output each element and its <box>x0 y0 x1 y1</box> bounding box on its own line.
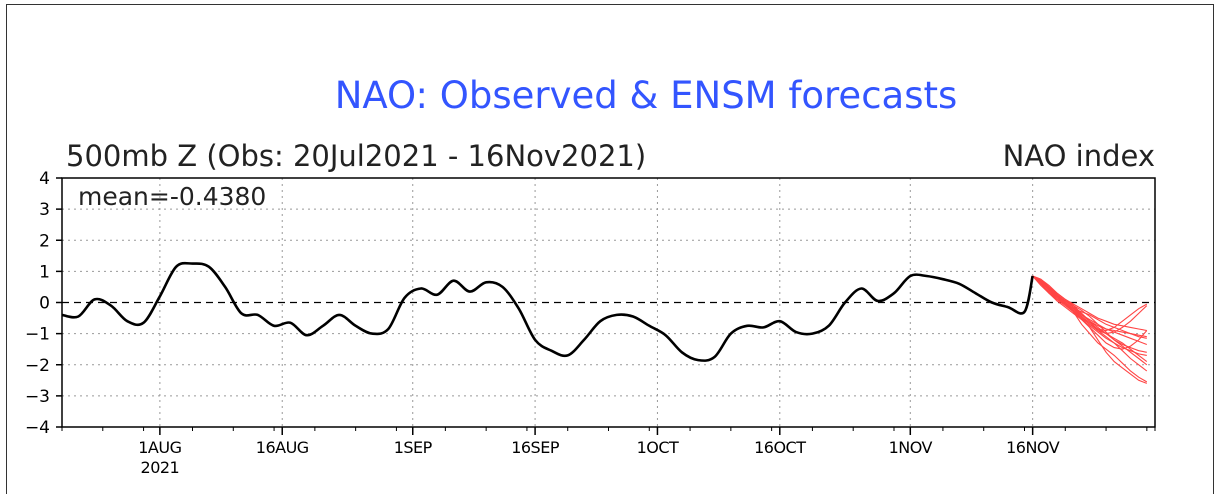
nao-chart: NAO: Observed & ENSM forecasts 500mb Z (… <box>25 74 1156 477</box>
y-tick-label: −4 <box>25 418 50 438</box>
x-tick-label: 16SEP <box>511 438 560 457</box>
forecast-lines <box>1032 275 1148 384</box>
observed-line <box>61 261 1034 362</box>
y-tick-label: −1 <box>25 325 50 345</box>
x-tick-label: 16NOV <box>1006 438 1060 457</box>
y-tick-label: −2 <box>25 356 50 376</box>
x-tick-label: 1NOV <box>889 438 933 457</box>
x-tick-label: 1OCT <box>637 438 679 457</box>
index-label: NAO index <box>1003 139 1155 173</box>
y-tick-label: 3 <box>39 200 50 220</box>
x-tick-label: 1SEP <box>394 438 433 457</box>
chart-frame <box>6 4 1214 494</box>
forecast-member-line <box>1032 275 1148 335</box>
mean-annotation: mean=-0.4380 <box>78 182 266 211</box>
y-tick-label: 1 <box>39 262 50 282</box>
x-year-label: 2021 <box>141 458 180 477</box>
y-axis: 4 3 2 1 0 −1 −2 −3 −4 <box>25 169 62 438</box>
y-tick-label: 0 <box>39 294 50 314</box>
x-tick-label: 16AUG <box>256 438 309 457</box>
chart-title: NAO: Observed & ENSM forecasts <box>335 74 958 117</box>
grid <box>62 178 1155 427</box>
chart-subtitle: 500mb Z (Obs: 20Jul2021 - 16Nov2021) <box>66 139 646 173</box>
y-tick-label: −3 <box>25 387 50 407</box>
forecast-member-line <box>1032 275 1147 353</box>
forecast-member-line <box>1032 275 1147 338</box>
y-tick-label: 4 <box>39 169 50 189</box>
x-tick-label: 16OCT <box>754 438 806 457</box>
x-tick-label: 1AUG <box>138 438 181 457</box>
y-tick-label: 2 <box>39 231 50 251</box>
